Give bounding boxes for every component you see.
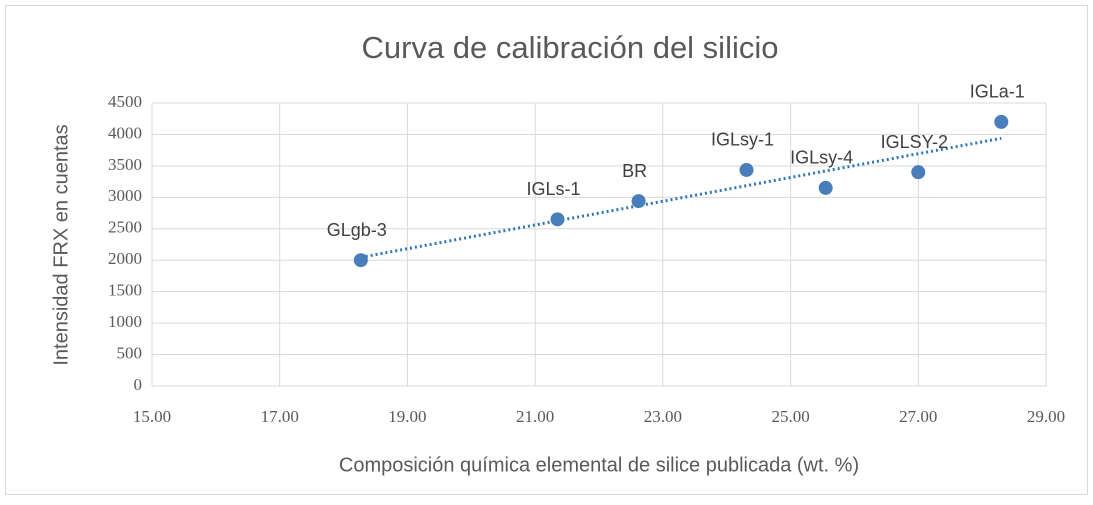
x-tick-label: 15.00 — [133, 407, 171, 426]
x-tick-label: 19.00 — [388, 407, 426, 426]
y-tick-label: 2000 — [108, 249, 142, 268]
y-tick-label: 4000 — [108, 123, 142, 142]
point — [818, 180, 833, 195]
x-tick-label: 27.00 — [899, 407, 937, 426]
y-tick-label: 3000 — [108, 186, 142, 205]
point — [550, 212, 565, 227]
y-tick-label: 3500 — [108, 155, 142, 174]
trendline — [360, 136, 1002, 259]
point — [353, 253, 368, 268]
y-tick-label: 500 — [117, 343, 143, 362]
y-tick-label: 1500 — [108, 281, 142, 300]
point — [911, 165, 926, 180]
y-tick-label: 1000 — [108, 312, 142, 331]
y-axis-label: Intensidad FRX en cuentas — [50, 124, 72, 365]
chart-title: Curva de calibración del silicio — [362, 30, 779, 65]
x-tick-label: 29.00 — [1027, 407, 1065, 426]
y-tick-label: 0 — [134, 375, 143, 394]
x-axis-label: Composición química elemental de silice … — [339, 454, 859, 476]
data-label: IGLa-1 — [970, 82, 1025, 102]
y-tick-label: 2500 — [108, 218, 142, 237]
y-tick-label: 4500 — [108, 92, 142, 111]
x-tick-label: 17.00 — [261, 407, 299, 426]
x-tick-label: 25.00 — [771, 407, 809, 426]
x-tick-label: 23.00 — [644, 407, 682, 426]
point — [739, 162, 754, 177]
data-label: IGLsy-1 — [711, 130, 774, 150]
point — [631, 194, 646, 209]
data-label: IGLsy-4 — [790, 148, 853, 168]
data-label: GLgb-3 — [327, 220, 387, 240]
point — [994, 114, 1009, 129]
chart-border — [5, 5, 1088, 495]
x-tick-label: 21.00 — [516, 407, 554, 426]
data-label: IGLSY-2 — [881, 132, 948, 152]
data-label: BR — [622, 161, 647, 181]
data-label: IGLs-1 — [526, 179, 580, 199]
